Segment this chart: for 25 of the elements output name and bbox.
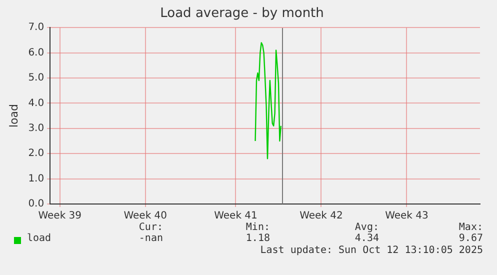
chart-title: Load average - by month — [160, 6, 324, 22]
y-tick-label: 2.0 — [28, 148, 44, 160]
x-tick-label: Week 43 — [385, 210, 428, 222]
y-tick-label: 5.0 — [28, 72, 44, 84]
text: 4.34 — [354, 233, 379, 244]
y-tick-label: 4.0 — [28, 98, 44, 109]
y-tick-label: 7.0 — [28, 22, 44, 34]
y-tick-label: 1.0 — [28, 173, 44, 184]
x-tick-label: Week 42 — [300, 210, 343, 222]
text: Cur: — [138, 222, 163, 233]
text: Max: — [458, 222, 483, 233]
legend-label: load — [27, 233, 52, 244]
text: 1.18 — [246, 233, 270, 244]
y-tick-label: 3.0 — [28, 122, 44, 134]
y-axis-title: load — [7, 104, 20, 128]
text: Last update: Sun Oct 12 13:10:05 2025 — [260, 245, 483, 256]
x-tick-label: Week 39 — [38, 210, 82, 222]
y-tick-label: 6.0 — [28, 47, 44, 58]
text: Avg: — [354, 222, 379, 233]
text: 9.67 — [458, 233, 483, 244]
y-tick-label: 0.0 — [28, 198, 44, 210]
text: -nan — [138, 233, 163, 244]
text: Min: — [246, 222, 270, 233]
x-tick-label: Week 40 — [124, 210, 168, 222]
x-tick-label: Week 41 — [214, 210, 258, 222]
